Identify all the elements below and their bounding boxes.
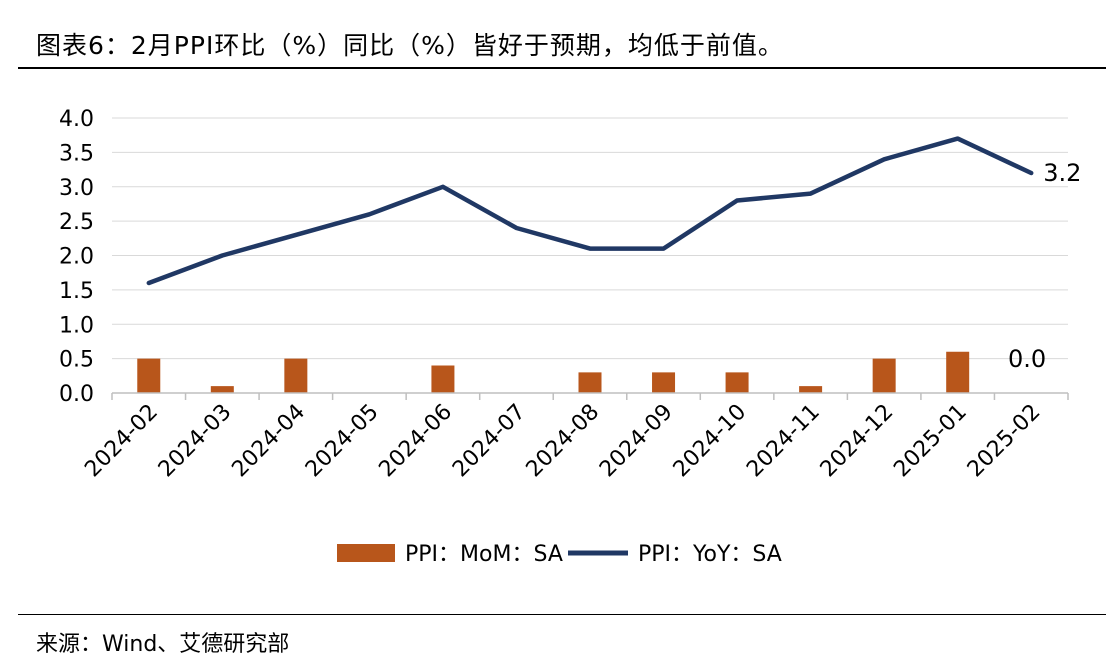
legend-label-mom: PPI：MoM：SA	[405, 542, 563, 567]
annotations: 3.2 0.0	[1008, 159, 1081, 373]
bar	[946, 351, 970, 393]
x-tick-label: 2025-01	[889, 400, 972, 483]
bar	[872, 358, 896, 393]
y-tick-label: 2.5	[59, 210, 94, 235]
x-tick-label: 2024-10	[669, 400, 752, 483]
y-axis: 0.0 0.5 1.0 1.5 2.0 2.5 3.0 3.5 4.0	[59, 107, 94, 407]
x-tick-label: 2024-08	[522, 400, 605, 483]
line-series	[146, 136, 1034, 286]
x-tick-label: 2024-12	[816, 400, 899, 483]
figure-title: 图表6：2月PPI环比（%）同比（%）皆好于预期，均低于前值。	[36, 31, 784, 60]
bar	[652, 372, 676, 393]
bar	[725, 372, 749, 393]
y-tick-label: 0.0	[59, 382, 94, 407]
bar	[137, 358, 161, 393]
x-tick-label: 2024-09	[595, 400, 678, 483]
bar	[284, 358, 308, 393]
grid-lines	[112, 117, 1068, 360]
bar	[578, 372, 602, 393]
x-tick-label: 2024-07	[448, 400, 531, 483]
x-tick-label: 2025-02	[963, 400, 1046, 483]
source-note: 来源：Wind、艾德研究部	[36, 632, 290, 657]
y-tick-label: 3.0	[59, 176, 94, 201]
bar	[210, 386, 234, 393]
x-tick-label: 2024-06	[374, 400, 457, 483]
x-tick-label: 2024-02	[80, 400, 163, 483]
y-tick-label: 3.5	[59, 141, 94, 166]
bar	[799, 386, 823, 393]
yoy-line	[146, 136, 1034, 286]
x-axis	[111, 392, 1069, 400]
x-tick-label: 2024-03	[154, 400, 237, 483]
chart: 0.00.51.01.52.02.53.03.54.0 2024-022024-…	[59, 107, 1081, 567]
x-tick-label: 2024-11	[742, 400, 825, 483]
y-tick-label: 2.0	[59, 245, 94, 270]
x-tick-label: 2024-05	[301, 400, 384, 483]
bottom-rule	[18, 614, 1106, 615]
bar	[431, 365, 455, 393]
legend: PPI：MoM：SA PPI：YoY：SA	[337, 542, 782, 567]
y-tick-label: 0.5	[59, 348, 94, 373]
x-tick-label: 2024-04	[227, 400, 310, 483]
yoy-end-label: 3.2	[1043, 159, 1081, 187]
legend-swatch-mom	[337, 544, 395, 562]
mom-end-label: 0.0	[1008, 345, 1046, 373]
y-tick-label: 4.0	[59, 107, 94, 132]
top-rule	[18, 67, 1106, 69]
x-tick-labels: 2024-022024-032024-042024-052024-062024-…	[80, 400, 1045, 483]
bar-series	[137, 351, 970, 393]
y-tick-label: 1.5	[59, 279, 94, 304]
y-tick-label: 1.0	[59, 313, 94, 338]
legend-label-yoy: PPI：YoY：SA	[638, 542, 782, 567]
